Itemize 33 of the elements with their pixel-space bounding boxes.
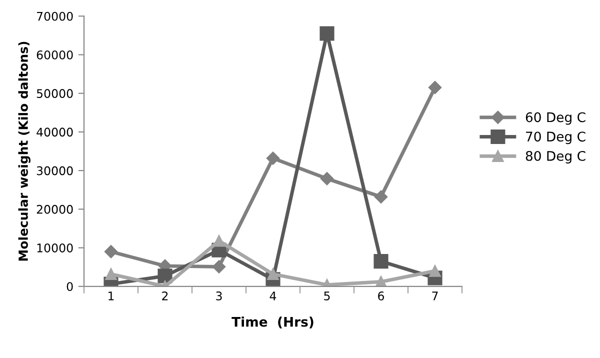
x-tick-label: 1	[108, 292, 114, 300]
point	[374, 190, 388, 204]
point	[104, 245, 118, 258]
point	[429, 265, 441, 277]
y-tick-label: 20000	[36, 204, 73, 214]
y-tick-label: 30000	[36, 166, 73, 176]
y-tick-label: 10000	[37, 244, 73, 252]
point	[212, 260, 226, 274]
point	[374, 254, 388, 269]
x-tick-label: 2	[162, 291, 168, 300]
x-axis-title: Time (Hrs)	[232, 316, 314, 328]
y-tick-label: 50000	[36, 89, 73, 98]
x-tick-label: 6	[378, 291, 384, 300]
y-tick-label: 70000	[36, 12, 73, 21]
point	[320, 26, 334, 41]
y-tick-label: 40000	[36, 128, 73, 137]
y-tick-label: 0	[66, 282, 73, 292]
x-tick-label: 7	[432, 292, 438, 300]
y-axis-title: Molecular weight (Kilo daltons)	[18, 42, 30, 261]
legend-label: 60 Deg C	[526, 112, 586, 125]
legend-label: 70 Deg C	[526, 132, 586, 144]
point	[267, 268, 279, 280]
x-tick-label: 3	[216, 291, 222, 300]
point	[320, 172, 334, 186]
point	[266, 152, 280, 165]
x-tick-label: 5	[324, 292, 330, 300]
point	[105, 268, 117, 280]
point	[213, 234, 225, 247]
legend-label: 80 Deg C	[526, 150, 586, 164]
point	[428, 80, 442, 94]
point	[158, 268, 172, 284]
x-tick-label: 4	[270, 292, 276, 300]
y-tick-label: 60000	[36, 50, 73, 60]
